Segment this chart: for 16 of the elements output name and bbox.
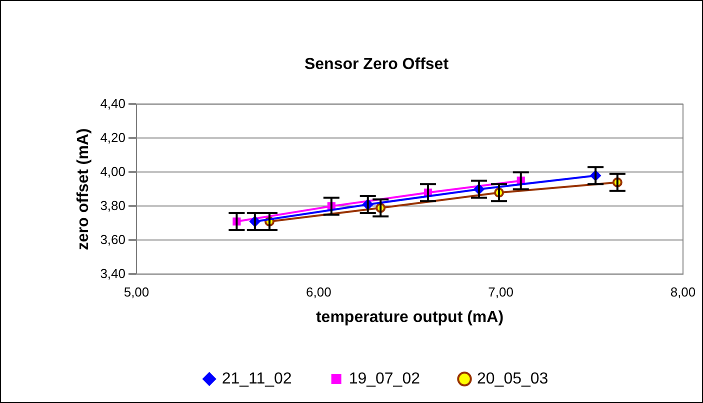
y-tick-label: 4,40 [100,96,126,111]
x-tick-label: 5,00 [124,284,150,300]
x-tick-label: 7,00 [488,284,514,300]
legend-label: 21_11_02 [222,370,292,388]
x-tick-label: 8,00 [670,284,696,300]
y-tick-label: 3,60 [100,232,126,247]
y-tick-label: 4,20 [100,130,126,145]
legend-label: 20_05_03 [477,370,548,388]
y-tick-label: 3,80 [100,198,126,213]
chart-title: Sensor Zero Offset [304,56,450,74]
y-tick-label: 3,40 [100,266,126,281]
legend-label: 19_07_02 [348,370,420,388]
x-axis-title: temperature output (mA) [316,308,504,326]
x-tick-label: 6,00 [306,284,332,300]
y-tick-label: 4,00 [100,164,126,179]
y-axis-title: zero offset (mA) [75,128,92,250]
